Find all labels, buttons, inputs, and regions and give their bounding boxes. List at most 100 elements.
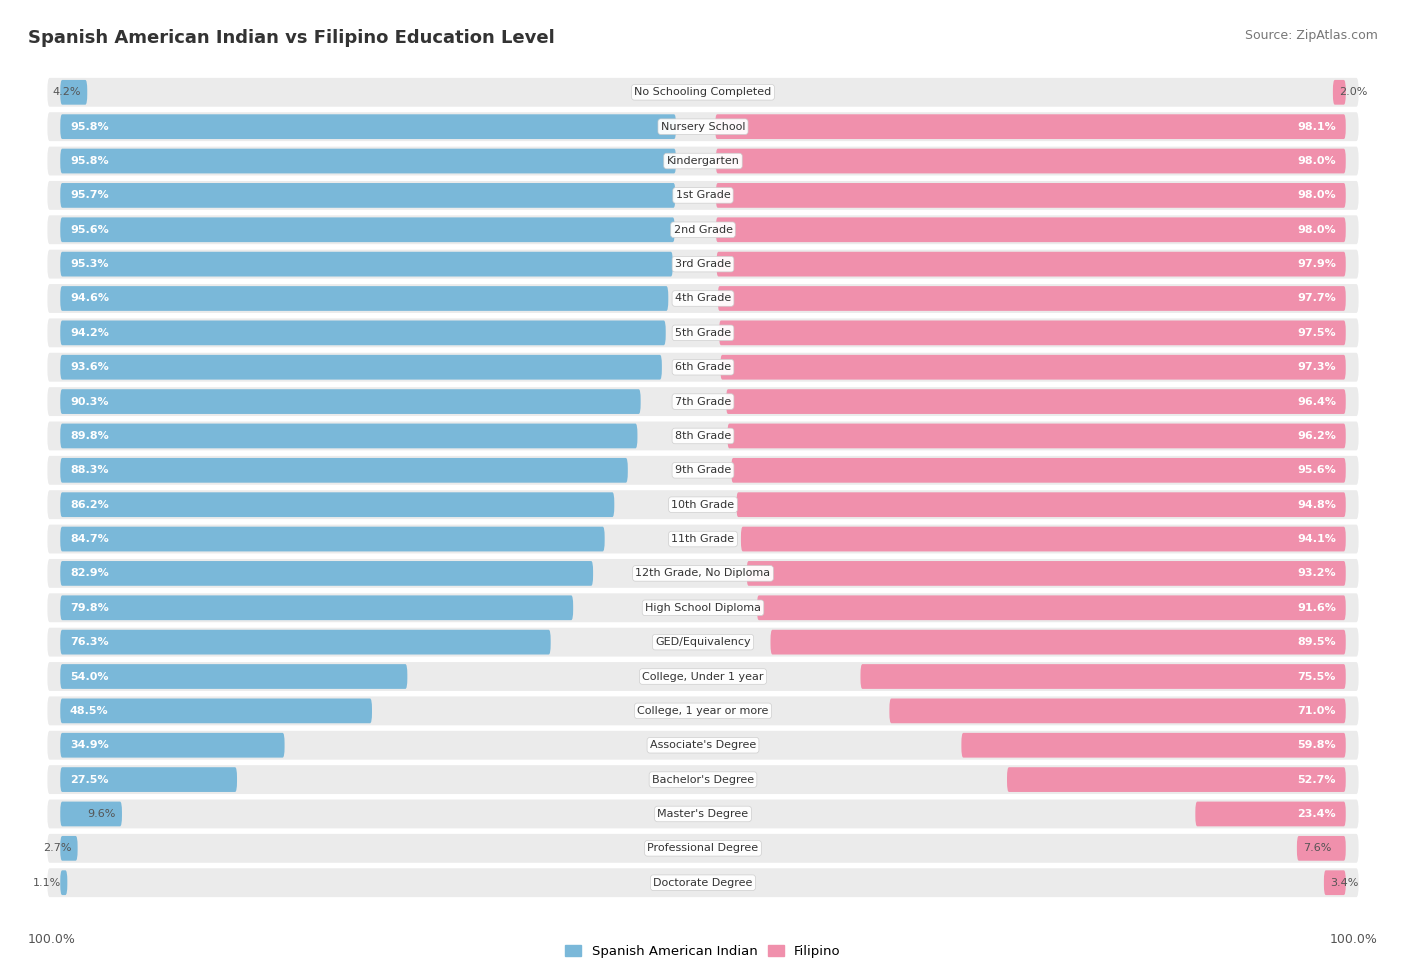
- Text: 71.0%: 71.0%: [1298, 706, 1336, 716]
- FancyBboxPatch shape: [48, 353, 1358, 381]
- Text: 97.9%: 97.9%: [1298, 259, 1336, 269]
- FancyBboxPatch shape: [48, 421, 1358, 450]
- Text: 96.4%: 96.4%: [1298, 397, 1336, 407]
- FancyBboxPatch shape: [48, 387, 1358, 416]
- Text: 97.7%: 97.7%: [1298, 293, 1336, 303]
- Text: 90.3%: 90.3%: [70, 397, 108, 407]
- Text: 95.8%: 95.8%: [70, 122, 108, 132]
- FancyBboxPatch shape: [60, 148, 676, 174]
- Text: No Schooling Completed: No Schooling Completed: [634, 88, 772, 98]
- Text: 95.8%: 95.8%: [70, 156, 108, 166]
- FancyBboxPatch shape: [48, 662, 1358, 691]
- Text: 48.5%: 48.5%: [70, 706, 108, 716]
- Text: 12th Grade, No Diploma: 12th Grade, No Diploma: [636, 568, 770, 578]
- FancyBboxPatch shape: [741, 526, 1346, 552]
- FancyBboxPatch shape: [48, 696, 1358, 725]
- Text: High School Diploma: High School Diploma: [645, 603, 761, 612]
- Text: 11th Grade: 11th Grade: [672, 534, 734, 544]
- Text: Master's Degree: Master's Degree: [658, 809, 748, 819]
- Text: 52.7%: 52.7%: [1298, 774, 1336, 785]
- Text: 100.0%: 100.0%: [28, 933, 76, 946]
- Text: 86.2%: 86.2%: [70, 499, 108, 510]
- FancyBboxPatch shape: [48, 731, 1358, 760]
- Text: Spanish American Indian vs Filipino Education Level: Spanish American Indian vs Filipino Educ…: [28, 29, 555, 47]
- FancyBboxPatch shape: [60, 733, 284, 758]
- Text: 23.4%: 23.4%: [1298, 809, 1336, 819]
- Text: 96.2%: 96.2%: [1298, 431, 1336, 441]
- FancyBboxPatch shape: [48, 834, 1358, 863]
- FancyBboxPatch shape: [718, 321, 1346, 345]
- Text: 2nd Grade: 2nd Grade: [673, 225, 733, 235]
- Text: 94.1%: 94.1%: [1298, 534, 1336, 544]
- FancyBboxPatch shape: [747, 561, 1346, 586]
- FancyBboxPatch shape: [48, 869, 1358, 897]
- Text: Associate's Degree: Associate's Degree: [650, 740, 756, 750]
- FancyBboxPatch shape: [60, 767, 238, 792]
- FancyBboxPatch shape: [1195, 801, 1346, 827]
- FancyBboxPatch shape: [1007, 767, 1346, 792]
- FancyBboxPatch shape: [60, 183, 675, 208]
- FancyBboxPatch shape: [48, 456, 1358, 485]
- Text: 98.0%: 98.0%: [1298, 190, 1336, 201]
- FancyBboxPatch shape: [48, 215, 1358, 244]
- Text: 84.7%: 84.7%: [70, 534, 108, 544]
- Text: 4th Grade: 4th Grade: [675, 293, 731, 303]
- FancyBboxPatch shape: [48, 765, 1358, 794]
- FancyBboxPatch shape: [725, 389, 1346, 414]
- FancyBboxPatch shape: [60, 252, 673, 277]
- Text: 93.2%: 93.2%: [1298, 568, 1336, 578]
- Text: 54.0%: 54.0%: [70, 672, 108, 682]
- FancyBboxPatch shape: [890, 698, 1346, 723]
- FancyBboxPatch shape: [60, 423, 637, 448]
- Text: 2.7%: 2.7%: [42, 843, 72, 853]
- Text: 9.6%: 9.6%: [87, 809, 115, 819]
- Text: 88.3%: 88.3%: [70, 465, 108, 476]
- FancyBboxPatch shape: [48, 250, 1358, 279]
- Text: 94.6%: 94.6%: [70, 293, 108, 303]
- FancyBboxPatch shape: [731, 458, 1346, 483]
- Text: GED/Equivalency: GED/Equivalency: [655, 637, 751, 647]
- FancyBboxPatch shape: [737, 492, 1346, 517]
- FancyBboxPatch shape: [60, 286, 668, 311]
- FancyBboxPatch shape: [1333, 80, 1346, 104]
- Text: 82.9%: 82.9%: [70, 568, 108, 578]
- FancyBboxPatch shape: [48, 146, 1358, 176]
- FancyBboxPatch shape: [60, 321, 665, 345]
- FancyBboxPatch shape: [48, 628, 1358, 656]
- Text: 97.3%: 97.3%: [1298, 363, 1336, 372]
- Text: Kindergarten: Kindergarten: [666, 156, 740, 166]
- FancyBboxPatch shape: [60, 664, 408, 689]
- Text: 89.8%: 89.8%: [70, 431, 108, 441]
- FancyBboxPatch shape: [770, 630, 1346, 654]
- FancyBboxPatch shape: [60, 114, 676, 139]
- Text: 2.0%: 2.0%: [1340, 88, 1368, 98]
- FancyBboxPatch shape: [60, 526, 605, 552]
- Text: 6th Grade: 6th Grade: [675, 363, 731, 372]
- Text: 3rd Grade: 3rd Grade: [675, 259, 731, 269]
- Text: 3.4%: 3.4%: [1330, 878, 1358, 887]
- FancyBboxPatch shape: [48, 319, 1358, 347]
- FancyBboxPatch shape: [48, 112, 1358, 141]
- FancyBboxPatch shape: [1324, 871, 1346, 895]
- Text: 1st Grade: 1st Grade: [676, 190, 730, 201]
- FancyBboxPatch shape: [860, 664, 1346, 689]
- FancyBboxPatch shape: [718, 286, 1346, 311]
- Text: 9th Grade: 9th Grade: [675, 465, 731, 476]
- Text: Nursery School: Nursery School: [661, 122, 745, 132]
- Text: 98.0%: 98.0%: [1298, 225, 1336, 235]
- FancyBboxPatch shape: [716, 114, 1346, 139]
- FancyBboxPatch shape: [48, 800, 1358, 829]
- Text: 5th Grade: 5th Grade: [675, 328, 731, 338]
- FancyBboxPatch shape: [48, 594, 1358, 622]
- FancyBboxPatch shape: [716, 217, 1346, 242]
- Text: 95.6%: 95.6%: [1298, 465, 1336, 476]
- Text: Doctorate Degree: Doctorate Degree: [654, 878, 752, 887]
- Legend: Spanish American Indian, Filipino: Spanish American Indian, Filipino: [560, 940, 846, 963]
- FancyBboxPatch shape: [48, 181, 1358, 210]
- Text: 75.5%: 75.5%: [1298, 672, 1336, 682]
- FancyBboxPatch shape: [60, 217, 675, 242]
- Text: 97.5%: 97.5%: [1298, 328, 1336, 338]
- FancyBboxPatch shape: [48, 284, 1358, 313]
- FancyBboxPatch shape: [756, 596, 1346, 620]
- FancyBboxPatch shape: [60, 80, 87, 104]
